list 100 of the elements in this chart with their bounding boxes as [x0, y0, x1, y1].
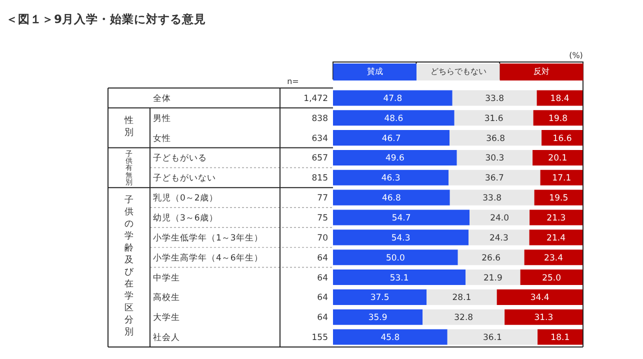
y-tick-label: 高校生 [153, 292, 180, 304]
data-label: 46.8 [382, 194, 401, 204]
text: 155 [312, 333, 328, 344]
data-label: 21.9 [483, 273, 502, 284]
bar [536, 90, 583, 106]
bar [333, 230, 469, 246]
bar [454, 110, 534, 126]
data-label: 21.4 [546, 233, 566, 244]
data-label: 37.5 [370, 293, 390, 304]
text: 815 [312, 174, 328, 184]
y-tick-label: 女性 [153, 132, 171, 144]
text: 77 [317, 194, 328, 204]
bar [533, 110, 583, 126]
bar [504, 309, 583, 325]
bar [333, 110, 454, 126]
bar [333, 270, 466, 286]
data-label: 24.3 [489, 233, 508, 244]
data-label: 34.4 [530, 293, 550, 304]
text: 70 [317, 233, 328, 244]
bar [422, 309, 505, 325]
text: 1,472 [304, 94, 328, 104]
bar [540, 170, 583, 186]
bar [333, 170, 449, 186]
bar [450, 190, 534, 206]
data-label: 19.8 [548, 114, 568, 124]
data-label: 21.3 [546, 214, 566, 224]
bar [333, 210, 470, 226]
data-label: 47.8 [383, 94, 402, 104]
bar [456, 150, 533, 166]
bar [470, 210, 530, 226]
text: 64 [317, 253, 328, 264]
text: 634 [312, 134, 328, 144]
data-label: 54.3 [391, 233, 410, 244]
bar [532, 150, 583, 166]
data-label: 33.8 [485, 94, 504, 104]
y-tick-label: 乳児（0～2歳） [153, 192, 218, 204]
data-label: 31.6 [484, 114, 504, 124]
data-label: 36.7 [484, 174, 504, 184]
data-label: 46.7 [382, 134, 401, 144]
data-label: 46.3 [381, 174, 400, 184]
text: 838 [312, 114, 328, 124]
bar [458, 250, 524, 266]
bar [333, 289, 427, 305]
data-label: 25.0 [542, 273, 561, 284]
bar [466, 270, 520, 286]
bar [333, 250, 458, 266]
bar [468, 230, 530, 246]
bar [452, 90, 537, 106]
data-label: 30.3 [485, 154, 504, 164]
y-tick-label: 幼児（3～6歳） [153, 212, 218, 224]
data-label: 49.6 [385, 154, 404, 164]
data-label: 20.1 [548, 154, 568, 164]
bar [333, 150, 457, 166]
text: 64 [317, 313, 328, 324]
data-label: 53.1 [390, 273, 409, 284]
y-tick-label: 男性 [153, 112, 171, 124]
data-label: 23.4 [544, 253, 563, 264]
bar [333, 130, 450, 146]
text: 子供の学齢及び在学区分別 [124, 195, 134, 338]
bar [333, 90, 452, 106]
series-label: 賛成 [367, 67, 383, 76]
data-label: 16.6 [552, 134, 572, 144]
text: n= [287, 77, 299, 86]
data-label: 31.3 [534, 313, 554, 324]
bar [447, 329, 538, 345]
bar [530, 210, 583, 226]
data-label: 54.7 [392, 214, 411, 224]
y-tick-label: 子どもがいない [153, 172, 216, 184]
text: 64 [317, 273, 328, 284]
text: 64 [317, 293, 328, 304]
bar [333, 329, 448, 345]
text: 性別 [124, 114, 134, 138]
data-label: 36.1 [482, 333, 502, 344]
bar [450, 130, 542, 146]
y-tick-label: 社会人 [153, 332, 180, 344]
bar [534, 190, 583, 206]
data-label: 18.4 [550, 94, 570, 104]
bar [520, 270, 583, 286]
bar [538, 329, 583, 345]
bar [448, 170, 540, 186]
text: 75 [317, 214, 328, 224]
data-label: 28.1 [452, 293, 472, 304]
data-label: 33.8 [482, 194, 502, 204]
bar [496, 289, 583, 305]
bar [529, 230, 583, 246]
data-label: 35.9 [368, 313, 388, 324]
bar [333, 190, 450, 206]
y-tick-label: 全体 [153, 92, 171, 104]
data-label: 18.1 [550, 333, 570, 344]
bar [426, 289, 497, 305]
series-label: どちらでもない [430, 67, 486, 76]
data-label: 26.6 [482, 253, 501, 264]
bar [524, 250, 583, 266]
data-label: 24.0 [490, 214, 510, 224]
data-label: 48.6 [384, 114, 404, 124]
bar [542, 130, 583, 146]
text: ＜図１＞9月入学・始業に対する意見 [6, 12, 206, 26]
data-label: 17.1 [552, 174, 572, 184]
data-label: 36.8 [486, 134, 506, 144]
bar [333, 309, 423, 325]
